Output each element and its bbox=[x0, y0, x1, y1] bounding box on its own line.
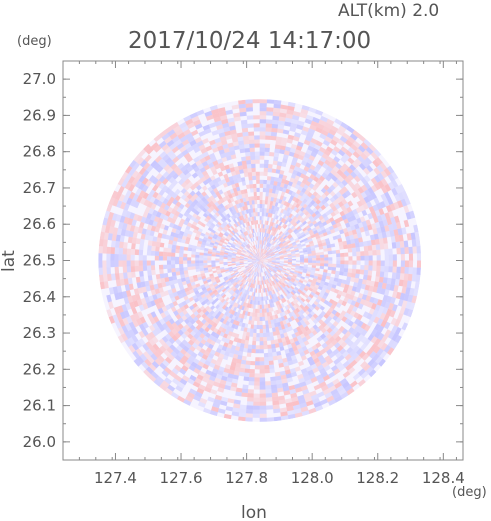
x-axis-label: lon bbox=[241, 503, 267, 521]
radar-disk bbox=[98, 99, 422, 422]
y-tick-label: 26.7 bbox=[23, 179, 56, 197]
y-tick-label: 26.8 bbox=[23, 143, 56, 161]
y-tick-label: 26.3 bbox=[23, 324, 56, 342]
y-tick-label: 26.1 bbox=[23, 397, 56, 415]
x-unit-label: (deg) bbox=[452, 485, 487, 500]
y-tick-label: 26.0 bbox=[23, 433, 56, 451]
y-tick-label: 26.6 bbox=[23, 215, 56, 233]
y-tick-label: 26.2 bbox=[23, 360, 56, 378]
y-tick-label: 26.4 bbox=[23, 288, 56, 306]
x-tick-label: 127.6 bbox=[160, 469, 203, 487]
altitude-label: ALT(km) 2.0 bbox=[338, 1, 439, 21]
y-tick-label: 27.0 bbox=[23, 70, 56, 88]
x-tick-label: 128.4 bbox=[422, 469, 465, 487]
y-tick-label: 26.9 bbox=[23, 106, 56, 124]
y-tick-label: 26.5 bbox=[23, 252, 56, 270]
x-tick-label: 127.8 bbox=[225, 469, 268, 487]
y-axis-label: lat bbox=[0, 250, 19, 272]
ticks: 127.4 127.6 127.8 128.0 128.2 128.4 26.0 26.1 26… bbox=[23, 61, 465, 487]
x-tick-label: 128.0 bbox=[291, 469, 334, 487]
chart-title: 2017/10/24 14:17:00 bbox=[128, 28, 371, 54]
y-unit-label: (deg) bbox=[17, 34, 52, 49]
x-tick-label: 127.4 bbox=[94, 469, 137, 487]
x-tick-label: 128.2 bbox=[356, 469, 399, 487]
plot-area bbox=[98, 99, 422, 422]
